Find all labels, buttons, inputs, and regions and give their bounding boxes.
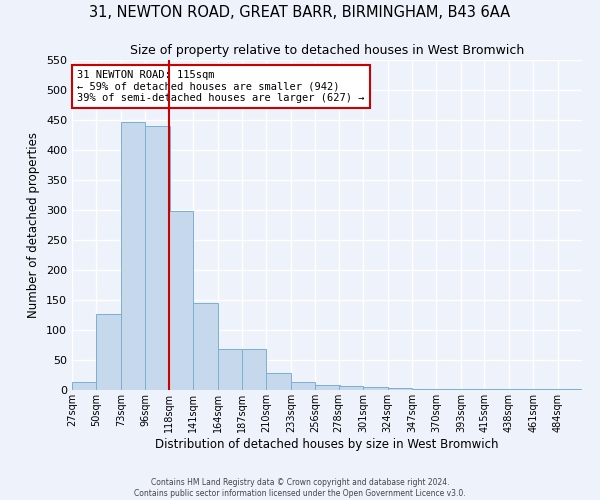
Text: 31 NEWTON ROAD: 115sqm
← 59% of detached houses are smaller (942)
39% of semi-de: 31 NEWTON ROAD: 115sqm ← 59% of detached…: [77, 70, 365, 103]
X-axis label: Distribution of detached houses by size in West Bromwich: Distribution of detached houses by size …: [155, 438, 499, 450]
Bar: [145, 126, 170, 390]
Bar: [582, 386, 600, 390]
Bar: [218, 349, 242, 390]
Text: Contains HM Land Registry data © Crown copyright and database right 2024.
Contai: Contains HM Land Registry data © Crown c…: [134, 478, 466, 498]
Bar: [121, 122, 145, 390]
Bar: [266, 373, 291, 390]
Bar: [193, 303, 218, 390]
Bar: [436, 389, 461, 390]
Bar: [242, 349, 266, 390]
Bar: [291, 382, 316, 390]
Bar: [338, 386, 363, 390]
Y-axis label: Number of detached properties: Number of detached properties: [28, 132, 40, 318]
Title: Size of property relative to detached houses in West Bromwich: Size of property relative to detached ho…: [130, 44, 524, 58]
Bar: [97, 314, 121, 390]
Bar: [461, 389, 485, 390]
Bar: [388, 388, 412, 390]
Bar: [169, 211, 193, 390]
Text: 31, NEWTON ROAD, GREAT BARR, BIRMINGHAM, B43 6AA: 31, NEWTON ROAD, GREAT BARR, BIRMINGHAM,…: [89, 5, 511, 20]
Bar: [509, 389, 533, 390]
Bar: [316, 385, 340, 390]
Bar: [412, 389, 436, 390]
Bar: [72, 382, 97, 390]
Bar: [363, 387, 388, 390]
